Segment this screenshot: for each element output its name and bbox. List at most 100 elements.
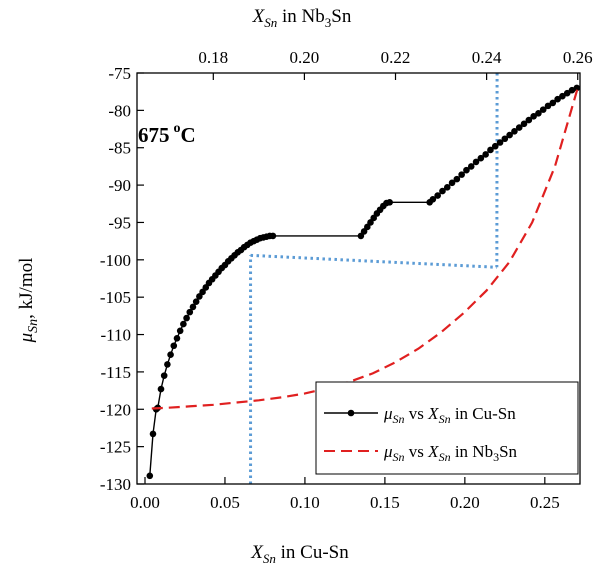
plot-frame <box>136 72 581 485</box>
data-point-cu-sn <box>496 139 504 146</box>
data-point-cu-sn <box>173 334 181 342</box>
annotation-value: 675 <box>138 123 170 147</box>
legend-cu-sym: μ <box>383 404 393 423</box>
x-bottom-tick-label: 0.00 <box>130 493 160 512</box>
data-point-cu-sn <box>477 154 485 162</box>
y-subscript: Sn <box>26 319 41 333</box>
data-point-cu-sn <box>453 175 461 183</box>
x-bottom-subscript: Sn <box>263 551 276 566</box>
data-point-cu-sn <box>491 142 499 150</box>
legend-nb-tail-post: Sn <box>499 442 517 461</box>
y-tick-label: -75 <box>108 64 131 83</box>
legend-label-nb3sn: μSn vs XSn in Nb3Sn <box>383 442 518 464</box>
data-point-cu-sn <box>439 187 446 195</box>
x-bottom-rest: in Cu-Sn <box>276 542 349 563</box>
x-top-tick-label: 0.26 <box>563 48 593 67</box>
y-tick-label: -120 <box>100 400 131 419</box>
y-tick-label: -85 <box>108 139 131 158</box>
data-point-cu-sn <box>180 320 187 328</box>
y-tick-label: -105 <box>100 288 131 307</box>
y-tick-label: -110 <box>100 326 131 345</box>
y-tick-label: -95 <box>108 213 131 232</box>
y-tick-label: -115 <box>100 363 131 382</box>
data-point-cu-sn <box>525 116 533 124</box>
legend-nb-sym: μ <box>383 442 393 461</box>
legend-nb-sym2: X <box>427 442 439 461</box>
data-point-cu-sn <box>511 127 518 135</box>
series-line-nb3sn <box>151 87 579 410</box>
legend-nb-tail-sub: 3 <box>493 450 499 464</box>
legend-label-cu-sn: μSn vs XSn in Cu-Sn <box>383 404 516 426</box>
data-point-cu-sn <box>189 303 197 311</box>
data-point-cu-sn <box>176 327 184 335</box>
data-point-cu-sn <box>506 131 513 139</box>
data-point-cu-sn <box>559 92 566 100</box>
legend-entry-cu-sn: μSn vs XSn in Cu-Sn <box>324 404 516 426</box>
legend-box <box>315 381 579 475</box>
data-point-cu-sn <box>467 163 475 170</box>
x-top-tick-label: 0.20 <box>290 48 320 67</box>
y-tick-label: -130 <box>100 475 131 494</box>
data-point-cu-sn <box>501 135 509 143</box>
data-point-cu-sn <box>146 472 154 480</box>
y-tick-label: -100 <box>100 251 131 270</box>
data-point-cu-sn <box>429 195 437 203</box>
data-point-cu-sn <box>554 95 561 103</box>
y-tick-label: -90 <box>108 176 131 195</box>
data-point-cu-sn <box>183 314 190 322</box>
data-point-cu-sn <box>167 351 174 359</box>
data-point-cu-sn <box>515 124 523 131</box>
data-point-cu-sn <box>170 342 178 350</box>
x-top-rest-pre: in Nb <box>277 6 325 27</box>
data-point-cu-sn <box>530 113 537 120</box>
data-point-cu-sn <box>472 158 480 166</box>
data-point-cu-sn <box>520 120 528 128</box>
data-point-cu-sn <box>563 89 571 97</box>
data-point-cu-sn <box>458 171 465 178</box>
x-top-symbol: X <box>252 6 266 27</box>
legend-nb-mid: vs <box>405 442 429 461</box>
guide-layer <box>249 72 499 484</box>
legend-cu-tail: in Cu-Sn <box>451 404 517 423</box>
legend-nb-sub: Sn <box>393 450 405 464</box>
series-layer <box>146 84 581 480</box>
data-point-cu-sn <box>160 372 168 379</box>
x-bottom-tick-label: 0.15 <box>370 493 400 512</box>
x-top-rest-post: Sn <box>331 6 352 27</box>
legend-cu-sub2: Sn <box>439 412 451 426</box>
data-point-cu-sn <box>535 110 542 117</box>
data-point-cu-sn <box>539 106 547 113</box>
legend-nb-sub2: Sn <box>439 450 451 464</box>
data-point-cu-sn <box>482 151 489 158</box>
annotation-superscript: o <box>174 121 181 136</box>
x-bottom-tick-label: 0.10 <box>290 493 320 512</box>
y-rest: , kJ/mol <box>16 258 37 319</box>
x-top-subscript: Sn <box>264 15 277 30</box>
x-bottom-tick-label: 0.25 <box>530 493 560 512</box>
x-axis-title-bottom: XSn in Cu-Sn <box>250 542 349 566</box>
data-point-cu-sn <box>157 385 165 393</box>
data-point-cu-sn <box>434 192 441 199</box>
data-point-cu-sn <box>269 232 277 240</box>
legend-entry-nb3sn: μSn vs XSn in Nb3Sn <box>324 442 518 464</box>
x-bottom-tick-label: 0.20 <box>450 493 480 512</box>
legend-cu-sym2: X <box>427 404 439 423</box>
y-tick-label: -125 <box>100 438 131 457</box>
temperature-annotation: 675 oC <box>138 121 196 147</box>
data-point-cu-sn <box>573 84 581 92</box>
y-axis-title: μSn, kJ/mol <box>16 258 41 344</box>
legend-cu-sub: Sn <box>393 412 405 426</box>
legend-cu-mid: vs <box>405 404 429 423</box>
y-symbol: μ <box>16 333 37 344</box>
x-axis-title-top: XSn in Nb3Sn <box>252 6 352 30</box>
x-top-tick-label: 0.18 <box>198 48 228 67</box>
x-top-rest-sub: 3 <box>325 15 332 30</box>
data-point-cu-sn <box>386 198 393 206</box>
data-point-cu-sn <box>164 361 171 368</box>
guide-tangent <box>250 253 497 269</box>
data-point-cu-sn <box>443 184 451 191</box>
data-point-cu-sn <box>549 99 557 107</box>
annotation-unit: C <box>181 123 196 147</box>
x-bottom-tick-label: 0.05 <box>210 493 240 512</box>
